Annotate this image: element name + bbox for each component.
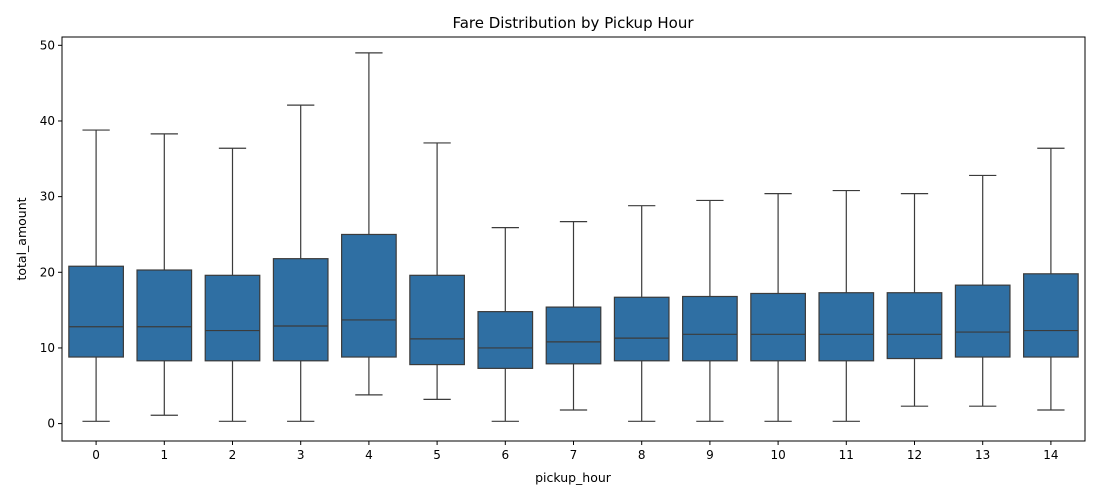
y-tick-label: 30	[40, 190, 55, 204]
x-tick-label: 5	[433, 448, 441, 462]
box	[204, 274, 261, 362]
x-tick-label: 14	[1043, 448, 1058, 462]
box	[954, 284, 1011, 358]
box-group-8	[613, 205, 670, 422]
x-tick-label: 0	[92, 448, 100, 462]
box-group-12	[886, 193, 943, 407]
box	[750, 292, 806, 362]
box-group-5	[409, 142, 465, 400]
chart-title: Fare Distribution by Pickup Hour	[452, 14, 694, 32]
x-tick-label: 1	[160, 448, 168, 462]
box-group-1	[136, 133, 193, 416]
x-tick-label: 12	[907, 448, 922, 462]
x-tick-label: 6	[501, 448, 509, 462]
x-tick-label: 2	[229, 448, 237, 462]
x-axis: 0 1 2 3 4 5 6 7 8 9 10 11 12 13 14	[92, 441, 1059, 462]
box-group-2	[204, 147, 261, 422]
box	[409, 274, 465, 366]
y-tick-label: 20	[40, 265, 55, 279]
x-tick-label: 3	[297, 448, 305, 462]
x-tick-label: 13	[975, 448, 990, 462]
box-group-10	[750, 193, 806, 422]
box	[477, 311, 534, 369]
x-tick-label: 8	[638, 448, 646, 462]
x-tick-label: 10	[770, 448, 785, 462]
y-axis-label: total_amount	[14, 197, 29, 280]
box	[272, 258, 329, 362]
y-tick-label: 50	[40, 38, 55, 52]
box-group-7	[545, 220, 602, 411]
box	[886, 292, 943, 360]
y-tick-label: 40	[40, 114, 55, 128]
box	[1023, 273, 1079, 358]
y-tick-label: 10	[40, 341, 55, 355]
x-tick-label: 4	[365, 448, 373, 462]
box-group-11	[818, 189, 875, 422]
x-tick-label: 11	[839, 448, 854, 462]
box	[682, 295, 738, 362]
box	[136, 269, 193, 362]
box-group-6	[477, 227, 534, 422]
box	[818, 292, 875, 362]
x-tick-label: 9	[706, 448, 714, 462]
x-axis-label: pickup_hour	[535, 470, 612, 485]
box-group-0	[68, 129, 124, 422]
y-axis: 0 10 20 30 40 50	[40, 38, 62, 431]
box-group-13	[954, 174, 1011, 407]
box-group-4	[341, 52, 397, 396]
x-tick-label: 7	[570, 448, 578, 462]
plot-area	[68, 52, 1079, 422]
box	[68, 265, 124, 358]
box	[613, 296, 670, 362]
y-tick-label: 0	[47, 417, 55, 431]
box-group-9	[682, 199, 738, 422]
box-group-14	[1023, 147, 1079, 411]
box-group-3	[272, 104, 329, 422]
box	[545, 306, 602, 365]
box	[341, 233, 397, 358]
